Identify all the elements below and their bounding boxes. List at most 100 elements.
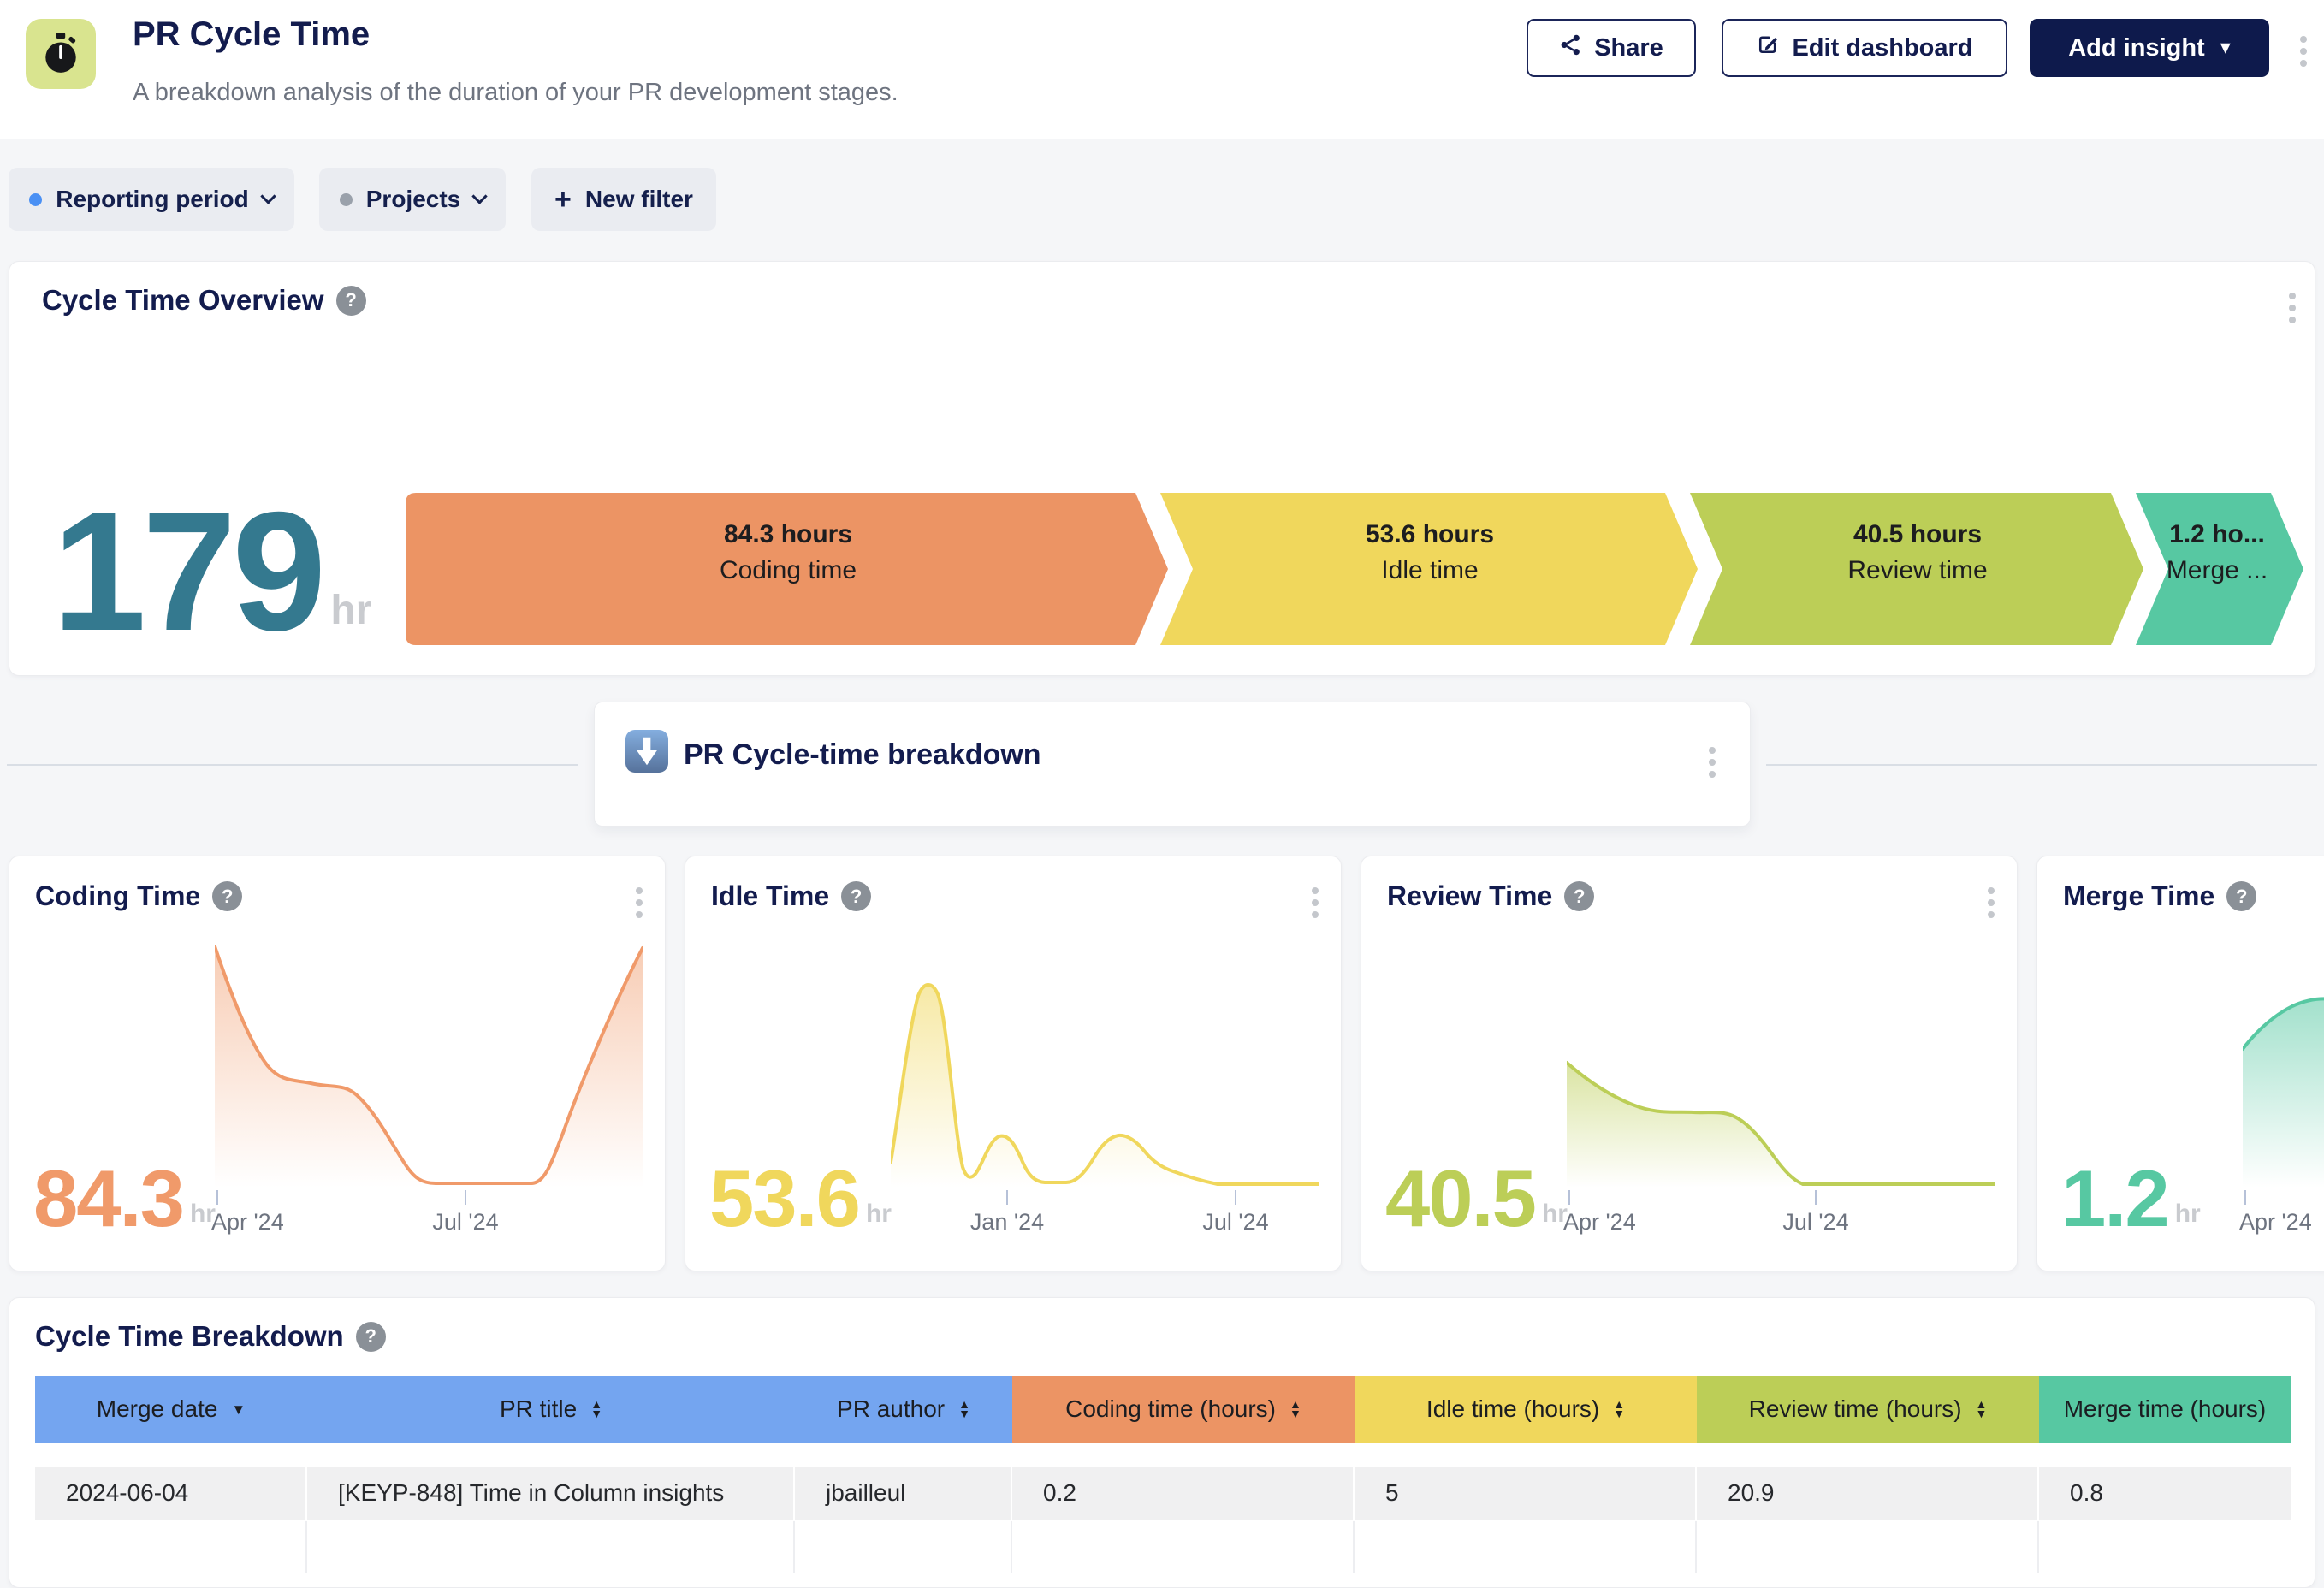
coding-time-kebab-menu[interactable] <box>636 887 643 918</box>
idle-time-title: Idle Time <box>711 880 829 912</box>
coding-time-value: 84.3 hr <box>33 1166 216 1230</box>
chevron-down-icon: ▾ <box>2220 38 2231 58</box>
funnel-label-coding: 84.3 hoursCoding time <box>566 517 1011 589</box>
new-filter-label: New filter <box>585 186 693 213</box>
idle-time-kebab-menu[interactable] <box>1312 887 1319 918</box>
section-divider-right <box>1766 764 2317 766</box>
page-header: PR Cycle Time A breakdown analysis of th… <box>0 0 2324 139</box>
idle-time-sparkline <box>891 938 1319 1194</box>
cycle-time-breakdown-card: Cycle Time Breakdown ? Merge date ▼ PR t… <box>9 1297 2315 1588</box>
page-description: A breakdown analysis of the duration of … <box>133 79 898 107</box>
column-header-coding-time[interactable]: Coding time (hours) ▲▼ <box>1012 1376 1355 1443</box>
x-tick-label: Jan '24 <box>970 1209 1044 1235</box>
add-insight-button[interactable]: Add insight ▾ <box>2030 19 2269 77</box>
help-icon[interactable]: ? <box>336 286 366 316</box>
filter-projects-label: Projects <box>366 186 461 213</box>
x-tick-label: Apr '24 <box>2239 1209 2312 1235</box>
pr-cycle-time-breakdown-banner: PR Cycle-time breakdown <box>594 702 1751 827</box>
x-tick <box>1235 1190 1236 1205</box>
cell-pr-author: jbailleul <box>795 1467 1012 1520</box>
stopwatch-icon <box>26 19 96 89</box>
cycle-time-overview-card: Cycle Time Overview ? 179 hr 84.3 hoursC… <box>9 261 2315 676</box>
header-kebab-menu[interactable] <box>2300 36 2307 67</box>
x-tick-label: Apr '24 <box>1563 1209 1636 1235</box>
total-cycle-time-unit: hr <box>330 587 371 634</box>
merge-time-title: Merge Time <box>2063 880 2214 912</box>
edit-dashboard-button[interactable]: Edit dashboard <box>1722 19 2007 77</box>
sort-icon: ▲▼ <box>1613 1400 1625 1419</box>
down-arrow-emoji <box>625 730 668 773</box>
table-row[interactable]: 2024-06-04 [KEYP-848] Time in Column ins… <box>35 1467 2291 1520</box>
share-button[interactable]: Share <box>1527 19 1696 77</box>
column-header-pr-author[interactable]: PR author ▲▼ <box>795 1376 1012 1443</box>
total-cycle-time-value: 179 <box>52 506 322 637</box>
page-title: PR Cycle Time <box>133 15 370 54</box>
x-tick <box>2244 1190 2246 1205</box>
x-tick-label: Jul '24 <box>1202 1209 1268 1235</box>
filter-active-dot <box>29 193 42 206</box>
edit-dashboard-label: Edit dashboard <box>1792 34 1972 62</box>
coding-time-sparkline <box>215 938 643 1194</box>
funnel-label-idle: 53.6 hoursIdle time <box>1207 517 1652 589</box>
help-icon[interactable]: ? <box>212 881 242 911</box>
plus-icon: + <box>554 185 572 214</box>
funnel-label-review: 40.5 hoursReview time <box>1704 517 2131 589</box>
sort-icon: ▲▼ <box>958 1400 970 1419</box>
cell-idle-time: 5 <box>1355 1467 1697 1520</box>
help-icon[interactable]: ? <box>1564 881 1594 911</box>
banner-kebab-menu[interactable] <box>1709 747 1716 778</box>
x-tick-label: Jul '24 <box>1782 1209 1848 1235</box>
share-icon <box>1559 33 1582 63</box>
filter-projects[interactable]: Projects <box>319 168 506 231</box>
filter-reporting-period[interactable]: Reporting period <box>9 168 294 231</box>
edit-icon <box>1756 33 1780 63</box>
column-header-idle-time[interactable]: Idle time (hours) ▲▼ <box>1355 1376 1697 1443</box>
merge-time-card: Merge Time ? Apr '24 Jul '24 1.2 hr <box>2036 856 2324 1271</box>
share-button-label: Share <box>1594 34 1663 62</box>
cell-coding-time: 0.2 <box>1012 1467 1355 1520</box>
review-time-card: Review Time ? Apr '24 Jul '24 40.5 hr <box>1361 856 2018 1271</box>
review-time-value: 40.5 hr <box>1385 1166 1568 1230</box>
chevron-down-icon <box>472 188 488 204</box>
cell-pr-title: [KEYP-848] Time in Column insights <box>307 1467 795 1520</box>
pr-cycle-time-dashboard: { "header": { "icon": "stopwatch-icon", … <box>0 0 2324 1535</box>
merge-time-value: 1.2 hr <box>2061 1166 2201 1230</box>
help-icon[interactable]: ? <box>2226 881 2256 911</box>
x-tick-label: Apr '24 <box>211 1209 284 1235</box>
breakdown-banner-title: PR Cycle-time breakdown <box>684 738 1041 772</box>
table-title: Cycle Time Breakdown <box>35 1320 344 1353</box>
cell-merge-date: 2024-06-04 <box>35 1467 307 1520</box>
table-row-partial[interactable] <box>35 1521 2291 1573</box>
column-header-merge-date[interactable]: Merge date ▼ <box>35 1376 307 1443</box>
help-icon[interactable]: ? <box>356 1322 386 1352</box>
x-tick-label: Jul '24 <box>432 1209 498 1235</box>
idle-time-value: 53.6 hr <box>709 1166 892 1230</box>
sort-desc-icon: ▼ <box>231 1402 246 1417</box>
overview-title: Cycle Time Overview <box>42 284 324 317</box>
filter-inactive-dot <box>340 193 353 206</box>
new-filter-button[interactable]: + New filter <box>531 168 716 231</box>
review-time-title: Review Time <box>1387 880 1552 912</box>
funnel-label-merge: 1.2 ho...Merge ... <box>2131 517 2303 589</box>
section-divider-left <box>7 764 578 766</box>
overview-kebab-menu[interactable] <box>2289 293 2296 323</box>
column-header-review-time[interactable]: Review time (hours) ▲▼ <box>1697 1376 2039 1443</box>
sort-icon: ▲▼ <box>590 1400 602 1419</box>
help-icon[interactable]: ? <box>841 881 871 911</box>
column-header-merge-time[interactable]: Merge time (hours) <box>2039 1376 2291 1443</box>
total-cycle-time: 179 hr <box>52 506 371 637</box>
x-tick <box>1568 1190 1570 1205</box>
column-header-pr-title[interactable]: PR title ▲▼ <box>307 1376 795 1443</box>
review-time-sparkline <box>1567 938 1995 1194</box>
merge-time-sparkline <box>2243 938 2324 1194</box>
sort-icon: ▲▼ <box>1976 1400 1988 1419</box>
filter-reporting-period-label: Reporting period <box>56 186 249 213</box>
x-tick <box>1815 1190 1817 1205</box>
x-tick <box>1006 1190 1008 1205</box>
add-insight-label: Add insight <box>2068 34 2204 62</box>
review-time-kebab-menu[interactable] <box>1988 887 1995 918</box>
x-tick <box>216 1190 218 1205</box>
cycle-time-funnel: 84.3 hoursCoding time 53.6 hoursIdle tim… <box>394 493 2311 645</box>
coding-time-card: Coding Time ? Apr '24 Jul '24 84.3 hr <box>9 856 666 1271</box>
cell-review-time: 20.9 <box>1697 1467 2039 1520</box>
